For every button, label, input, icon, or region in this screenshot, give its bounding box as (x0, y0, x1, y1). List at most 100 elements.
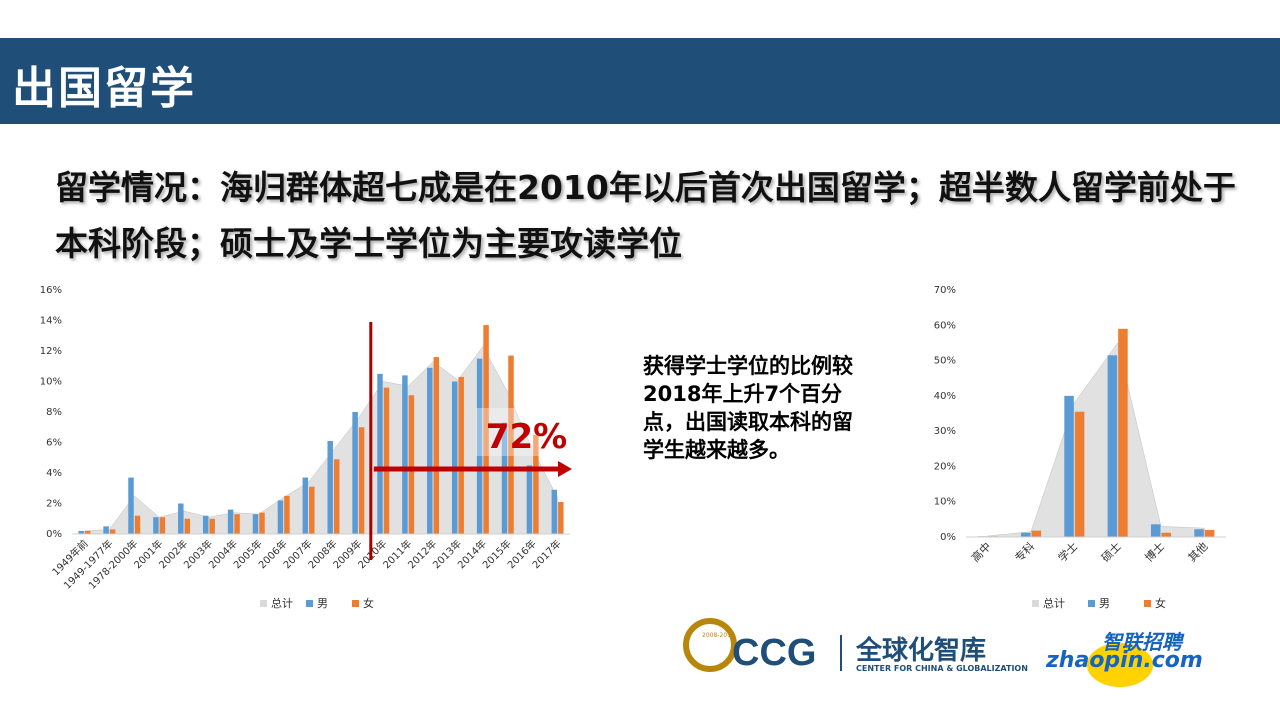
ccg-emblem (683, 618, 737, 672)
year-male-bar (501, 422, 508, 534)
year-female-bar (433, 357, 440, 534)
degree-male-bar (1020, 532, 1031, 537)
year-male-bar (327, 440, 333, 534)
year-male-bar (526, 465, 533, 534)
degree-x-tick-label: 高中 (968, 539, 993, 564)
degree-y-tick-label: 50% (934, 356, 956, 367)
logo-area: 2008-2018 CCG 全球化智库 CENTER FOR CHINA & G… (680, 615, 1240, 705)
year-female-bar (209, 518, 215, 534)
year-male-bar (352, 412, 358, 534)
year-y-tick-label: 4% (46, 468, 62, 479)
zhaopin-logo: 智联招聘 zhaopin.com (1045, 630, 1203, 687)
year-female-bar (184, 518, 191, 534)
year-male-bar (178, 503, 184, 534)
ccg-divider (840, 635, 842, 671)
year-female-bar (558, 501, 564, 534)
degree-total-area (987, 342, 1205, 538)
year-female-bar (109, 529, 116, 534)
year-male-bar (451, 381, 458, 534)
year-male-bar (476, 358, 483, 534)
degree-male-bar (1107, 355, 1118, 537)
ccg-logo-text: CCG (732, 632, 816, 674)
year-y-tick-label: 12% (40, 346, 62, 357)
year-y-tick-label: 14% (40, 316, 62, 327)
degree-legend-label: 女 (1155, 596, 1166, 610)
degree-y-tick-label: 70% (934, 285, 956, 296)
year-female-bar (234, 514, 240, 534)
year-male-bar (402, 375, 408, 534)
year-female-bar (408, 395, 415, 534)
year-female-bar (259, 512, 265, 534)
year-male-bar (302, 477, 309, 534)
degree-x-tick-label: 学士 (1055, 539, 1080, 564)
year-male-bar (277, 500, 284, 534)
year-male-bar (78, 530, 84, 534)
year-male-bar (103, 526, 109, 534)
slide-subtitle: 留学情况：海归群体超七成是在2010年以后首次出国留学；超半数人留学前处于本科阶… (55, 168, 1236, 263)
degree-x-tick-label: 其他 (1186, 540, 1211, 565)
year-male-bar (551, 489, 558, 534)
title-banner: 出国留学 (0, 38, 1280, 124)
year-male-bar (377, 373, 383, 534)
degree-female-bar (1118, 328, 1128, 537)
year-female-bar (358, 427, 365, 534)
year-male-bar (202, 515, 209, 534)
year-y-tick-label: 8% (46, 407, 62, 418)
year-female-bar (84, 530, 91, 534)
degree-y-tick-label: 0% (940, 532, 956, 543)
degree-legend-swatch (1088, 600, 1095, 607)
degree-male-bar (1150, 524, 1161, 537)
highlight-percent-label: 72% (486, 417, 567, 457)
degree-male-bar (1194, 529, 1204, 537)
year-female-bar (333, 459, 340, 534)
page-title: 出国留学 (12, 63, 196, 114)
year-y-tick-label: 10% (40, 377, 62, 388)
year-legend-swatch (306, 600, 313, 607)
year-total-area (84, 345, 558, 535)
degree-female-bar (1161, 532, 1172, 537)
year-legend-swatch (260, 600, 267, 607)
ccg-years: 2008-2018 (702, 632, 735, 639)
degree-x-tick-label: 专科 (1012, 539, 1037, 564)
year-distribution-chart: 0%2%4%6%8%10%12%14%16%1949年前1949-1977年19… (40, 285, 572, 610)
year-legend-label: 总计 (271, 596, 293, 610)
year-male-bar (227, 509, 234, 534)
year-female-bar (284, 495, 290, 534)
ccg-logo: 2008-2018 CCG 全球化智库 CENTER FOR CHINA & G… (683, 618, 1028, 674)
year-female-bar (309, 486, 315, 534)
degree-legend-label: 男 (1099, 597, 1110, 610)
year-female-bar (533, 434, 539, 534)
annotation-text: 获得学士学位的比例较2018年上升7个百分点，出国读取本科的留学生越来越多。 (643, 354, 853, 462)
year-female-bar (508, 355, 514, 534)
highlight-label-bg (475, 408, 556, 456)
year-y-tick-label: 0% (46, 529, 62, 540)
year-male-bar (153, 517, 159, 534)
year-legend-label: 男 (317, 597, 328, 610)
year-female-bar (134, 515, 141, 534)
year-legend-label: 女 (363, 596, 374, 610)
degree-legend-label: 总计 (1043, 596, 1065, 610)
year-female-bar (383, 387, 390, 534)
year-y-tick-label: 2% (46, 499, 62, 510)
degree-legend-swatch (1144, 600, 1151, 607)
degree-y-tick-label: 40% (934, 391, 956, 402)
zhaopin-cn-text: 智联招聘 (1102, 630, 1185, 654)
degree-female-bar (1074, 411, 1085, 537)
degree-y-tick-label: 60% (934, 320, 956, 331)
year-female-bar (458, 376, 464, 534)
degree-legend-swatch (1032, 600, 1039, 607)
ccg-cn-text: 全球化智库 (855, 635, 986, 666)
year-y-tick-label: 16% (40, 285, 62, 296)
year-female-bar (159, 517, 166, 534)
year-female-bar (483, 325, 489, 534)
zhaopin-circle (1087, 643, 1153, 687)
zhaopin-en-text: zhaopin.com (1045, 648, 1203, 673)
year-legend-swatch (352, 600, 359, 607)
year-y-tick-label: 6% (46, 438, 62, 449)
logos-svg: 2008-2018 CCG 全球化智库 CENTER FOR CHINA & G… (683, 618, 1203, 687)
ccg-en-text: CENTER FOR CHINA & GLOBALIZATION (856, 664, 1028, 673)
degree-y-tick-label: 20% (934, 461, 956, 472)
year-male-bar (128, 477, 134, 534)
degree-x-tick-label: 博士 (1142, 540, 1167, 565)
degree-male-bar (1064, 395, 1074, 537)
